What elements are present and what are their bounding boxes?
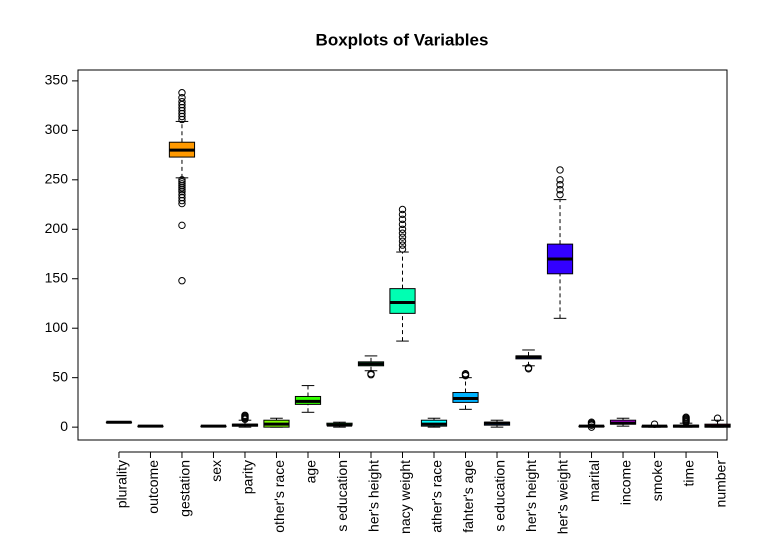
x-tick-label: marital [586,460,602,502]
outlier [398,215,407,224]
outlier [650,420,659,428]
outlier [398,225,407,233]
outlier [461,370,470,378]
outlier [178,190,186,199]
y-tick-label: 0 [60,418,68,434]
outlier [713,414,722,422]
outlier [398,205,407,214]
chart-title: Boxplots of Variables [316,30,489,49]
x-tick-label: other's race [271,460,287,533]
outlier [178,180,186,188]
y-tick-label: 350 [45,72,69,88]
y-tick-label: 50 [52,368,68,384]
outlier [398,245,407,253]
outlier [178,89,186,97]
x-tick-label: sex [208,460,224,482]
outlier [587,418,596,426]
y-tick-label: 200 [45,220,69,236]
x-tick-label: smoke [649,460,665,501]
outlier [178,94,186,102]
outlier [398,241,407,249]
x-tick-label: age [303,460,319,484]
x-tick-label: her's weight [555,460,571,534]
outlier [178,97,186,106]
x-tick-label: gestation [177,460,193,517]
x-tick-label: time [681,460,697,487]
outlier [556,181,564,189]
outlier [556,176,564,184]
outlier [556,166,564,174]
outlier [556,186,564,194]
outlier [178,176,186,184]
outlier [524,364,533,372]
outlier [398,237,407,245]
outlier [587,423,596,431]
x-tick-label: ather's race [429,460,445,533]
outlier [367,370,375,378]
outlier [398,220,407,229]
x-tick-label: outcome [145,460,161,514]
outlier [398,233,407,241]
x-tick-label: her's height [366,460,382,532]
x-tick-label: income [618,460,634,505]
outlier [682,413,690,421]
y-tick-label: 150 [45,269,69,285]
x-tick-label: parity [240,460,256,494]
x-tick-label: fahter's age [460,460,476,533]
y-tick-label: 250 [45,171,69,187]
outlier [178,178,186,186]
x-tick-label: number [712,460,728,508]
outlier [178,277,186,285]
outlier [556,190,564,199]
outlier [178,221,186,230]
x-tick-label: nacy weight [397,460,413,534]
x-tick-label: s education [334,460,350,532]
x-tick-label: her's height [523,460,539,532]
x-tick-label: s education [492,460,508,532]
outlier [178,100,186,109]
outlier [398,210,407,219]
outlier [241,411,249,419]
x-tick-label: plurality [114,460,130,508]
outlier [398,229,407,237]
y-tick-label: 300 [45,121,69,137]
y-tick-label: 100 [45,319,69,335]
